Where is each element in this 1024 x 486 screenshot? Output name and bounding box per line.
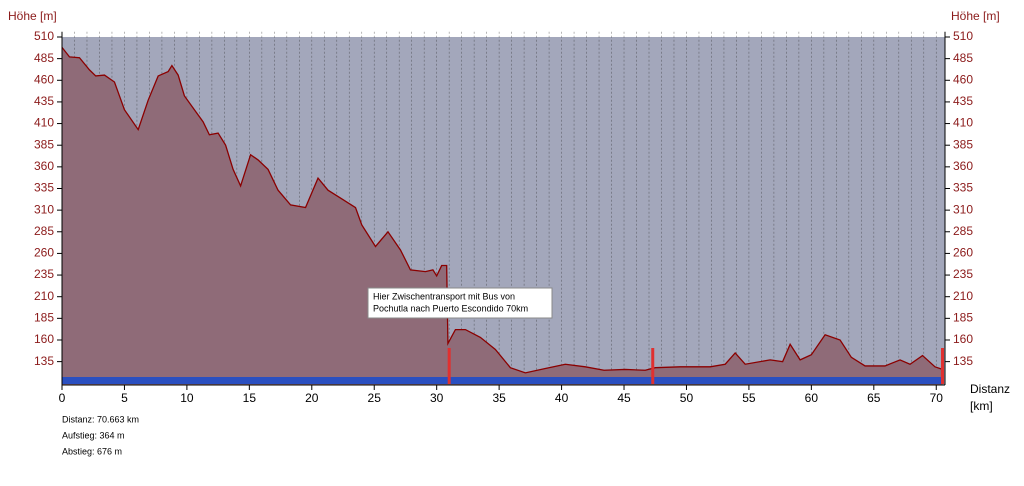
y-tick-label: 310 <box>34 202 54 216</box>
y2-tick-label: 335 <box>953 181 973 195</box>
y2-tick-label: 385 <box>953 137 973 151</box>
x-tick-label: 35 <box>492 391 506 405</box>
annotation-text: Hier Zwischentransport mit Bus von <box>373 291 515 301</box>
y2-tick-label: 485 <box>953 51 973 65</box>
x-tick-label: 55 <box>742 391 756 405</box>
x-axis-title: Distanz <box>970 382 1010 396</box>
y2-tick-label: 260 <box>953 246 973 260</box>
y-tick-label: 160 <box>34 332 54 346</box>
y2-tick-label: 310 <box>953 202 973 216</box>
x-tick-label: 45 <box>617 391 631 405</box>
x-axis-title: [km] <box>970 399 993 413</box>
y2-tick-label: 410 <box>953 116 973 130</box>
stat-text: Distanz: 70.663 km <box>62 414 139 424</box>
y-tick-label: 385 <box>34 137 54 151</box>
x-tick-label: 70 <box>930 391 944 405</box>
y2-tick-label: 235 <box>953 267 973 281</box>
y2-tick-label: 185 <box>953 311 973 325</box>
y-tick-label: 485 <box>34 51 54 65</box>
y-tick-label: 460 <box>34 72 54 86</box>
y-tick-label: 435 <box>34 94 54 108</box>
y-tick-label: 235 <box>34 267 54 281</box>
x-tick-label: 40 <box>555 391 569 405</box>
y-tick-label: 185 <box>34 311 54 325</box>
x-tick-label: 30 <box>430 391 444 405</box>
elevation-area <box>62 47 943 385</box>
waypoint-marker <box>941 348 945 384</box>
x-tick-label: 20 <box>305 391 319 405</box>
waypoint-marker <box>447 348 451 384</box>
x-tick-label: 50 <box>680 391 694 405</box>
y2-axis-title: Höhe [m] <box>951 9 1000 23</box>
x-tick-label: 10 <box>180 391 194 405</box>
stat-text: Aufstieg: 364 m <box>62 430 125 440</box>
x-tick-label: 25 <box>368 391 382 405</box>
stat-text: Abstieg: 676 m <box>62 446 122 456</box>
y-tick-label: 510 <box>34 29 54 43</box>
y-tick-label: 410 <box>34 116 54 130</box>
y-tick-label: 210 <box>34 289 54 303</box>
annotation-text: Pochutla nach Puerto Escondido 70km <box>373 303 528 313</box>
y-tick-label: 335 <box>34 181 54 195</box>
y2-tick-label: 510 <box>953 29 973 43</box>
y2-tick-label: 460 <box>953 72 973 86</box>
y-tick-label: 260 <box>34 246 54 260</box>
x-tick-label: 15 <box>243 391 257 405</box>
waypoint-marker <box>651 348 655 384</box>
y-tick-label: 360 <box>34 159 54 173</box>
x-tick-label: 65 <box>867 391 881 405</box>
elevation-line <box>61 46 943 374</box>
route-bar <box>62 377 943 384</box>
y-axis-title: Höhe [m] <box>8 9 57 23</box>
y-tick-label: 285 <box>34 224 54 238</box>
y2-tick-label: 210 <box>953 289 973 303</box>
annotation-box <box>367 287 553 319</box>
y2-tick-label: 435 <box>953 94 973 108</box>
y2-tick-label: 285 <box>953 224 973 238</box>
x-tick-label: 60 <box>805 391 819 405</box>
y2-tick-label: 360 <box>953 159 973 173</box>
y2-tick-label: 135 <box>953 354 973 368</box>
y2-tick-label: 160 <box>953 332 973 346</box>
y-tick-label: 135 <box>34 354 54 368</box>
x-tick-label: 5 <box>121 391 128 405</box>
x-tick-label: 0 <box>59 391 66 405</box>
